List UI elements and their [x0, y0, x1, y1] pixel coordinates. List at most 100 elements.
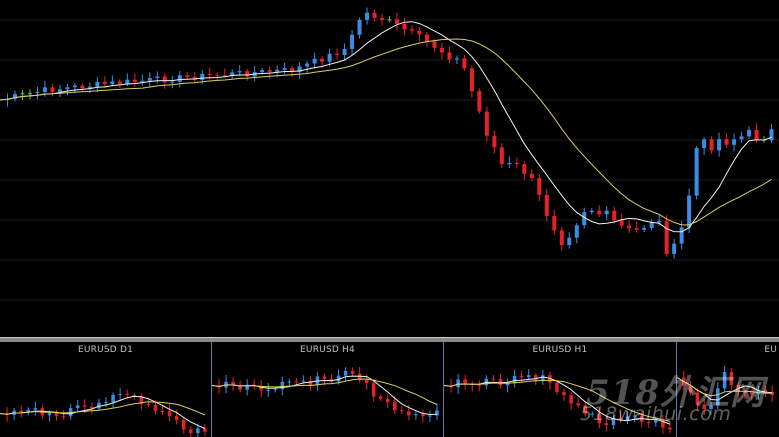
candle-body	[350, 34, 355, 49]
candle-body	[83, 405, 87, 407]
candle-body	[439, 47, 444, 53]
ma-slow-line	[0, 401, 206, 416]
candle-body	[287, 381, 292, 383]
candle-body	[454, 58, 459, 60]
mini-chart-title: EURUSD H4	[300, 345, 355, 355]
candle-body	[469, 68, 474, 92]
candle-body	[484, 111, 489, 136]
candle-body	[181, 419, 186, 430]
candle-body	[132, 394, 137, 397]
candle-body	[139, 396, 144, 405]
candle-body	[207, 73, 212, 75]
mini-chart-h1[interactable]: EURUSD H1	[444, 342, 677, 437]
mini-chart-title: EURUSD D1	[77, 345, 134, 355]
candle-body	[118, 394, 122, 396]
candle-body	[230, 72, 235, 76]
candle-body	[649, 222, 654, 229]
candle-body	[642, 228, 647, 230]
candle-body	[414, 414, 418, 416]
candle-body	[417, 30, 422, 35]
candle-body	[407, 411, 411, 416]
main-price-chart[interactable]	[0, 0, 779, 337]
candle-body	[589, 210, 594, 213]
candle-body	[189, 429, 193, 434]
candle-body	[722, 372, 727, 389]
chart-splitter[interactable]	[0, 337, 779, 342]
candle-body	[552, 215, 557, 231]
ma-slow-line	[0, 38, 772, 226]
candle-body	[245, 71, 250, 77]
candle-body	[709, 139, 714, 151]
ma-slow-line	[212, 378, 438, 405]
mini-chart-canvas	[0, 388, 207, 437]
candle-body	[386, 398, 390, 403]
candle-body	[237, 71, 242, 73]
candle-body	[245, 384, 249, 390]
candle-body	[505, 383, 510, 386]
candle-body	[627, 225, 632, 229]
candle-body	[222, 75, 227, 77]
candle-body	[402, 23, 407, 30]
candle-body	[335, 53, 340, 56]
candle-body	[499, 147, 504, 165]
candle-body	[702, 139, 707, 149]
candle-body	[290, 68, 295, 72]
candle-body	[102, 81, 107, 85]
mini-chart-canvas	[212, 366, 439, 423]
candle-body	[729, 372, 734, 386]
candle-body	[308, 380, 313, 386]
candle-body	[167, 411, 172, 417]
candle-body	[526, 375, 531, 378]
candle-body	[583, 405, 587, 414]
candle-body	[569, 395, 573, 404]
candle-body	[282, 68, 287, 70]
candle-body	[657, 221, 662, 223]
candle-body	[110, 81, 115, 85]
candle-body	[273, 389, 278, 391]
candle-body	[95, 81, 100, 87]
candle-body	[400, 410, 404, 412]
candle-body	[514, 162, 519, 165]
candle-body	[357, 19, 362, 35]
mini-chart-title: EU	[764, 345, 777, 355]
candle-body	[590, 413, 595, 415]
candle-body	[625, 416, 630, 421]
candle-body	[174, 416, 179, 420]
candle-body	[65, 87, 70, 90]
candle-body	[61, 415, 66, 417]
candle-body	[664, 221, 669, 254]
candle-body	[754, 129, 759, 140]
candle-body	[147, 78, 152, 81]
candle-body	[756, 389, 761, 395]
candle-body	[140, 80, 145, 82]
candle-body	[238, 385, 242, 390]
ma-slow-line	[444, 379, 670, 422]
mini-chart-d1[interactable]: EURUSD D1	[0, 342, 212, 437]
candle-body	[612, 210, 617, 221]
candle-body	[447, 52, 452, 60]
candle-body	[750, 392, 754, 395]
candle-body	[654, 419, 658, 423]
candle-body	[618, 417, 623, 421]
candle-body	[739, 136, 744, 140]
candle-body	[342, 48, 347, 56]
candle-body	[80, 85, 85, 89]
candle-body	[702, 404, 706, 410]
mini-chart-h4[interactable]: EURUSD H4	[212, 342, 444, 437]
candle-body	[770, 392, 774, 395]
candle-body	[104, 402, 108, 404]
candle-body	[301, 380, 306, 382]
candle-body	[153, 404, 158, 411]
candle-body	[724, 139, 729, 145]
candle-body	[409, 29, 414, 31]
candle-body	[50, 87, 55, 93]
candle-body	[280, 381, 285, 390]
candle-body	[343, 370, 348, 376]
candle-body	[668, 427, 672, 430]
candle-body	[185, 75, 190, 77]
candle-body	[537, 178, 542, 195]
candle-body	[19, 410, 23, 413]
candle-body	[604, 210, 609, 215]
mini-chart-partial[interactable]: EU	[677, 342, 779, 437]
candle-body	[380, 17, 385, 20]
